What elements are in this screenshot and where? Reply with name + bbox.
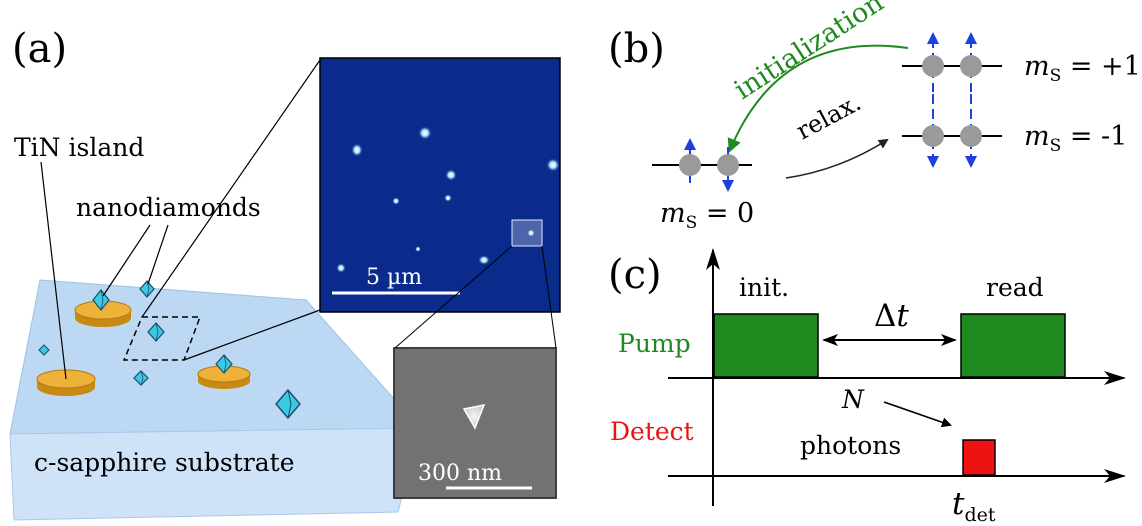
zoom-line: [541, 245, 557, 349]
substrate-label: c-sapphire substrate: [34, 448, 295, 477]
electron-dot: [960, 55, 982, 77]
detection-window: [962, 439, 996, 476]
tin-island-label: TiN island: [14, 133, 144, 162]
ms0-label: mS = 0: [660, 198, 754, 233]
delta-t-label: Δt: [874, 298, 909, 334]
init-pulse: [713, 313, 819, 378]
init-label: init.: [739, 273, 789, 302]
confocal-scalebar-label: 5 µm: [366, 265, 422, 290]
sem-region: [511, 219, 543, 247]
ms-plus-level: [902, 32, 1002, 92]
emitter-spot: [351, 143, 363, 157]
electron-dot: [922, 55, 944, 77]
spin-down-arrow-icon: [722, 180, 734, 192]
initialization-label: initialization: [729, 0, 889, 106]
tin-island: [74, 300, 132, 327]
photons-arrow: [883, 401, 952, 428]
relax-arrow: [785, 138, 889, 179]
ms-plus-label: mS = +1: [1024, 51, 1141, 86]
nanodiamond-particle: [462, 403, 486, 430]
detect-label: Detect: [610, 417, 694, 446]
read-label: read: [986, 273, 1044, 302]
relax-label: relax.: [792, 88, 866, 145]
nanodiamond-icon: [92, 289, 110, 311]
nanodiamond-icon: [275, 388, 301, 420]
sapphire-substrate: [9, 279, 422, 521]
spin-up-arrow-icon: [965, 32, 977, 44]
panel-b-label: (b): [608, 26, 665, 72]
emitter-spot: [392, 197, 400, 205]
electron-dot: [717, 154, 739, 176]
nanodiamond-icon: [215, 354, 233, 374]
read-pulse: [960, 313, 1066, 378]
spin-down-arrow-icon: [965, 156, 977, 168]
t-det-label: tdet: [952, 486, 996, 526]
photons-label: photons: [800, 431, 901, 460]
nanodiamond-icon: [38, 344, 50, 356]
emitter-spot: [444, 194, 452, 202]
spin-down-arrow-icon: [927, 156, 939, 168]
zoom-line: [141, 59, 321, 318]
panel-b: (b) initialization relax. mS = 0: [608, 0, 1141, 233]
nanodiamond-icon: [147, 322, 165, 342]
n-label: N: [841, 385, 865, 414]
spin-up-arrow-icon: [927, 32, 939, 44]
ms-minus-level: [902, 94, 1002, 168]
spin-up-arrow-icon: [684, 138, 696, 150]
pump-label: Pump: [618, 329, 691, 358]
panel-a-label: (a): [12, 26, 67, 72]
electron-dot: [922, 125, 944, 147]
tin-island: [197, 365, 251, 389]
panel-a: (a) c-sapphire substrate: [9, 26, 561, 521]
nanodiamonds-label: nanodiamonds: [76, 193, 261, 222]
electron-dot: [960, 125, 982, 147]
tin-island-leader: [40, 161, 67, 380]
ms-minus-label: mS = -1: [1024, 121, 1127, 156]
panel-c: (c) Pump init. read Δt Detect N photons …: [608, 248, 1126, 526]
emitter-spot: [478, 255, 490, 265]
emitter-spot: [527, 229, 535, 237]
initialization-arrow: [727, 44, 909, 153]
emitter-spot: [445, 169, 457, 181]
zoom-line: [183, 309, 321, 361]
emitter-spot: [418, 126, 432, 140]
electron-dot: [679, 154, 701, 176]
zoom-line: [394, 245, 513, 349]
sem-image: 300 nm: [393, 347, 557, 499]
emitter-spot: [546, 158, 560, 172]
sem-scalebar-label: 300 nm: [418, 461, 502, 486]
nanodiamonds-leader: [147, 224, 169, 285]
emitter-spot: [336, 263, 346, 273]
ms0-level: [652, 138, 752, 192]
nanodiamond-icon: [133, 370, 149, 386]
confocal-map: 5 µm: [319, 57, 561, 313]
emitter-spot: [415, 246, 421, 252]
substrate-front-face: [9, 427, 421, 521]
nanodiamonds-leader: [102, 224, 151, 297]
panel-c-label: (c): [608, 252, 662, 298]
